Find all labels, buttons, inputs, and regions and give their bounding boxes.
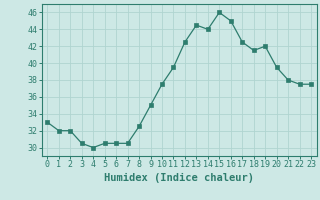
- X-axis label: Humidex (Indice chaleur): Humidex (Indice chaleur): [104, 173, 254, 183]
